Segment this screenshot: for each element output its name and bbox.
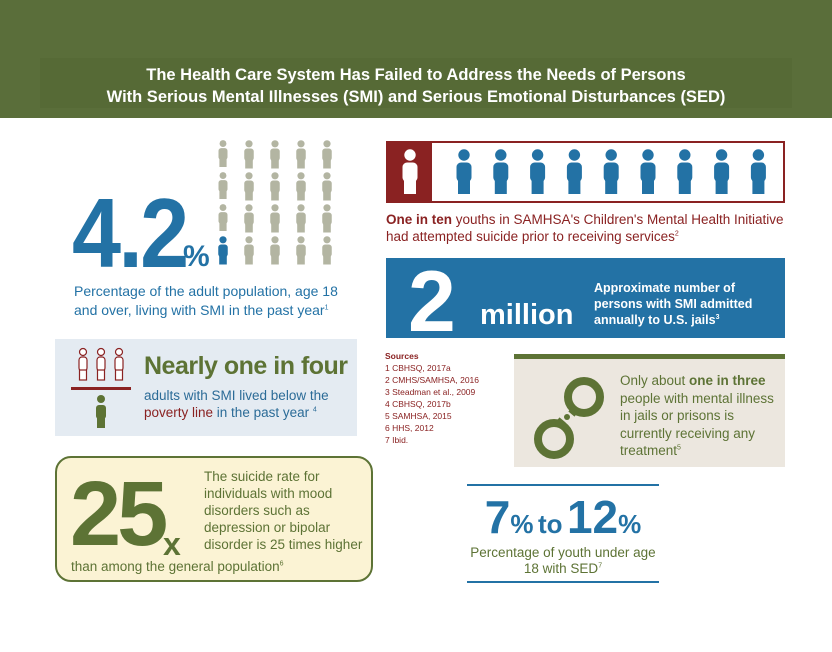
stat-25-unit: x bbox=[163, 526, 181, 562]
sources-list: Sources 1 CBHSQ, 2017a 2 CMHS/SAMHSA, 20… bbox=[385, 351, 480, 445]
stat-four-title: Nearly one in four bbox=[144, 352, 348, 380]
stat-three-text: Only about one in three people with ment… bbox=[620, 373, 774, 458]
stat-25-number: 25 bbox=[70, 463, 168, 565]
person-icon bbox=[603, 149, 619, 194]
page-title: The Health Care System Has Failed to Add… bbox=[106, 66, 726, 106]
person-icon bbox=[244, 236, 254, 265]
sed-range: 7% to 12% bbox=[484, 491, 642, 543]
sed-rule-bottom bbox=[467, 581, 659, 583]
person-icon bbox=[218, 204, 228, 231]
stat-2m-text: Approximate number of persons with SMI a… bbox=[594, 281, 753, 327]
person-icon bbox=[640, 149, 656, 194]
adult-population-grid bbox=[218, 140, 332, 265]
person-icon bbox=[296, 140, 306, 169]
jail-admission-box bbox=[386, 258, 785, 338]
stat-sed-text: Percentage of youth under age 18 with SE… bbox=[470, 545, 656, 576]
person-icon bbox=[244, 140, 254, 169]
stat-25-text: The suicide rate for individuals with mo… bbox=[204, 469, 363, 552]
header-band bbox=[0, 0, 832, 118]
stat-25-text-end: than among the general population6 bbox=[71, 559, 284, 574]
person-icon bbox=[714, 149, 730, 194]
handcuffs-icon bbox=[534, 377, 604, 459]
poverty-line-icon bbox=[71, 347, 131, 428]
person-icon bbox=[566, 149, 582, 194]
person-icon bbox=[296, 204, 306, 233]
person-icon bbox=[270, 172, 280, 201]
youth-icon-row bbox=[386, 141, 785, 203]
suicide-rate-box bbox=[55, 456, 373, 582]
treatment-box bbox=[514, 354, 785, 467]
person-icon bbox=[218, 236, 228, 265]
person-icon bbox=[402, 149, 418, 194]
youth-icons bbox=[402, 149, 766, 194]
person-icon bbox=[530, 149, 546, 194]
person-icon bbox=[456, 149, 472, 194]
person-icon bbox=[270, 236, 280, 265]
person-icon bbox=[244, 172, 254, 201]
stat-42-unit: % bbox=[183, 240, 210, 273]
person-icon bbox=[322, 140, 332, 169]
person-icon bbox=[296, 236, 306, 265]
sed-rule-top bbox=[467, 484, 659, 486]
person-icon bbox=[322, 172, 332, 201]
stat-ten-text: One in ten youths in SAMHSA's Children's… bbox=[386, 212, 784, 244]
person-icon bbox=[244, 204, 254, 233]
person-icon bbox=[322, 204, 332, 233]
poverty-box bbox=[55, 339, 357, 436]
person-icon bbox=[218, 140, 228, 167]
stat-42-text: Percentage of the adult population, age … bbox=[74, 283, 338, 318]
person-icon bbox=[677, 149, 693, 194]
person-icon bbox=[270, 204, 280, 233]
stat-four-text: adults with SMI lived below the poverty … bbox=[144, 388, 329, 420]
person-icon bbox=[218, 172, 228, 199]
person-icon bbox=[750, 149, 766, 194]
stat-42-number: 4.2 bbox=[72, 178, 189, 288]
stat-2m-unit: million bbox=[480, 299, 574, 331]
person-icon bbox=[493, 149, 509, 194]
person-icon bbox=[296, 172, 306, 201]
stat-2m-number: 2 bbox=[408, 254, 456, 350]
person-icon bbox=[270, 140, 280, 169]
person-icon bbox=[322, 236, 332, 265]
